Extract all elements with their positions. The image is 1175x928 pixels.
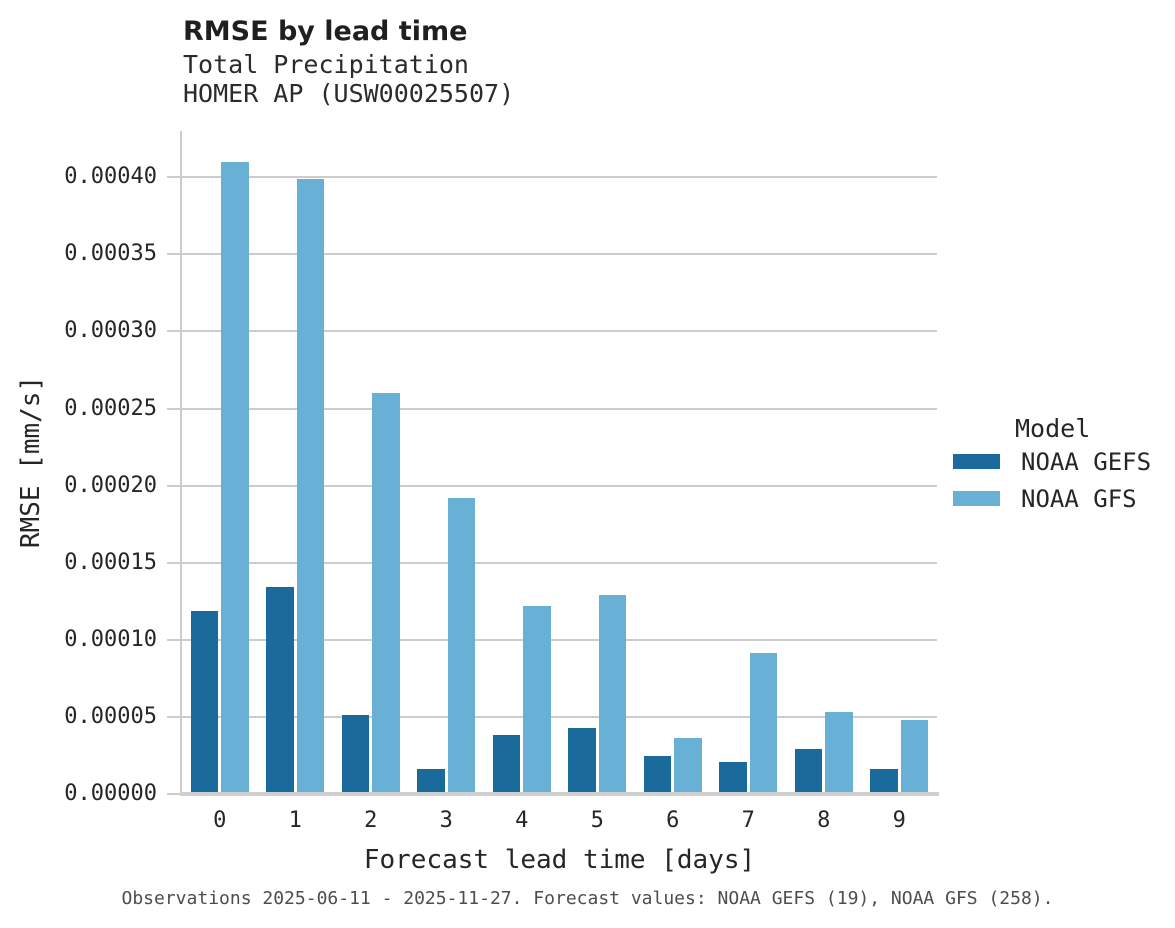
- x-axis-title: Forecast lead time [days]: [363, 845, 756, 875]
- legend-swatch-noaa-gefs-icon: [953, 454, 1000, 469]
- bar-noaa-gefs-day-8: [794, 749, 823, 794]
- bar-noaa-gefs-day-1: [266, 587, 294, 794]
- bar-noaa-gfs-day-8: [825, 711, 853, 794]
- legend-item-noaa-gefs: NOAA GEFS: [953, 443, 1175, 480]
- x-tick-label: 6: [666, 808, 680, 833]
- y-gridline: [182, 253, 937, 256]
- x-axis-baseline: [180, 792, 939, 796]
- legend-label-noaa-gfs: NOAA GFS: [1021, 484, 1137, 513]
- y-tick: [167, 253, 180, 256]
- bar-noaa-gefs-day-2: [341, 715, 370, 794]
- legend-item-noaa-gfs: NOAA GFS: [953, 480, 1175, 517]
- bar-noaa-gefs-day-3: [417, 769, 445, 794]
- y-axis-spine: [180, 131, 182, 796]
- legend-label-noaa-gefs: NOAA GEFS: [1021, 447, 1152, 476]
- x-tick-label: 1: [288, 808, 302, 833]
- chart-subtitle: Total Precipitation HOMER AP (USW0002550…: [183, 50, 514, 108]
- bar-noaa-gfs-day-7: [749, 652, 778, 794]
- x-tick-label: 0: [213, 808, 227, 833]
- y-tick-label: 0.00035: [64, 241, 157, 267]
- y-tick: [167, 793, 180, 795]
- y-gridline: [182, 638, 937, 641]
- y-tick-label: 0.00015: [64, 549, 157, 575]
- y-tick-label: 0.00000: [64, 781, 157, 806]
- bar-noaa-gefs-day-6: [643, 756, 672, 794]
- y-tick: [167, 330, 180, 333]
- y-gridline: [182, 715, 937, 718]
- x-tick-label: 2: [364, 808, 378, 833]
- bar-noaa-gfs-day-5: [598, 595, 627, 794]
- y-tick-label: 0.00010: [64, 626, 157, 652]
- y-tick-label: 0.00020: [64, 472, 157, 498]
- y-tick-label: 0.00040: [64, 164, 157, 190]
- y-tick-label: 0.00025: [64, 395, 157, 421]
- bar-noaa-gefs-day-4: [492, 735, 521, 794]
- x-tick-label: 8: [817, 808, 831, 833]
- y-tick: [167, 638, 180, 641]
- bar-noaa-gfs-day-3: [447, 497, 476, 794]
- x-tick-label: 7: [741, 808, 755, 833]
- subtitle-station: HOMER AP (USW00025507): [183, 79, 515, 108]
- legend: Model NOAA GEFS NOAA GFS: [953, 414, 1175, 517]
- x-tick-label: 9: [892, 808, 906, 833]
- legend-swatch-noaa-gfs-icon: [953, 491, 1000, 506]
- bar-noaa-gfs-day-9: [900, 719, 929, 794]
- y-tick: [167, 176, 180, 179]
- bar-noaa-gefs-day-5: [568, 728, 596, 794]
- y-tick-label: 0.00030: [64, 318, 157, 344]
- bar-noaa-gefs-day-9: [870, 769, 898, 794]
- y-gridline: [182, 330, 937, 333]
- bar-noaa-gfs-day-6: [674, 738, 702, 794]
- subtitle-variable: Total Precipitation: [183, 50, 469, 79]
- y-gridline: [182, 561, 937, 564]
- y-gridline: [182, 407, 937, 410]
- bar-noaa-gfs-day-0: [221, 161, 249, 794]
- bar-noaa-gefs-day-0: [190, 610, 219, 794]
- footnote: Observations 2025-06-11 - 2025-11-27. Fo…: [121, 888, 1054, 909]
- chart-title: RMSE by lead time: [183, 16, 468, 47]
- y-gridline: [182, 484, 937, 487]
- y-tick: [167, 561, 180, 564]
- legend-title: Model: [1015, 414, 1091, 443]
- bar-noaa-gefs-day-7: [719, 762, 747, 794]
- x-tick-label: 4: [515, 808, 529, 833]
- y-tick-label: 0.00005: [64, 703, 157, 729]
- plot-area: [167, 131, 939, 796]
- bar-noaa-gfs-day-2: [372, 393, 400, 794]
- bar-noaa-gfs-day-1: [296, 178, 325, 794]
- x-tick-label: 5: [590, 808, 604, 833]
- x-tick-label: 3: [439, 808, 453, 833]
- bar-noaa-gfs-day-4: [523, 605, 551, 794]
- y-tick: [167, 484, 180, 487]
- y-tick: [167, 715, 180, 718]
- y-gridline: [182, 176, 937, 179]
- y-tick: [167, 407, 180, 410]
